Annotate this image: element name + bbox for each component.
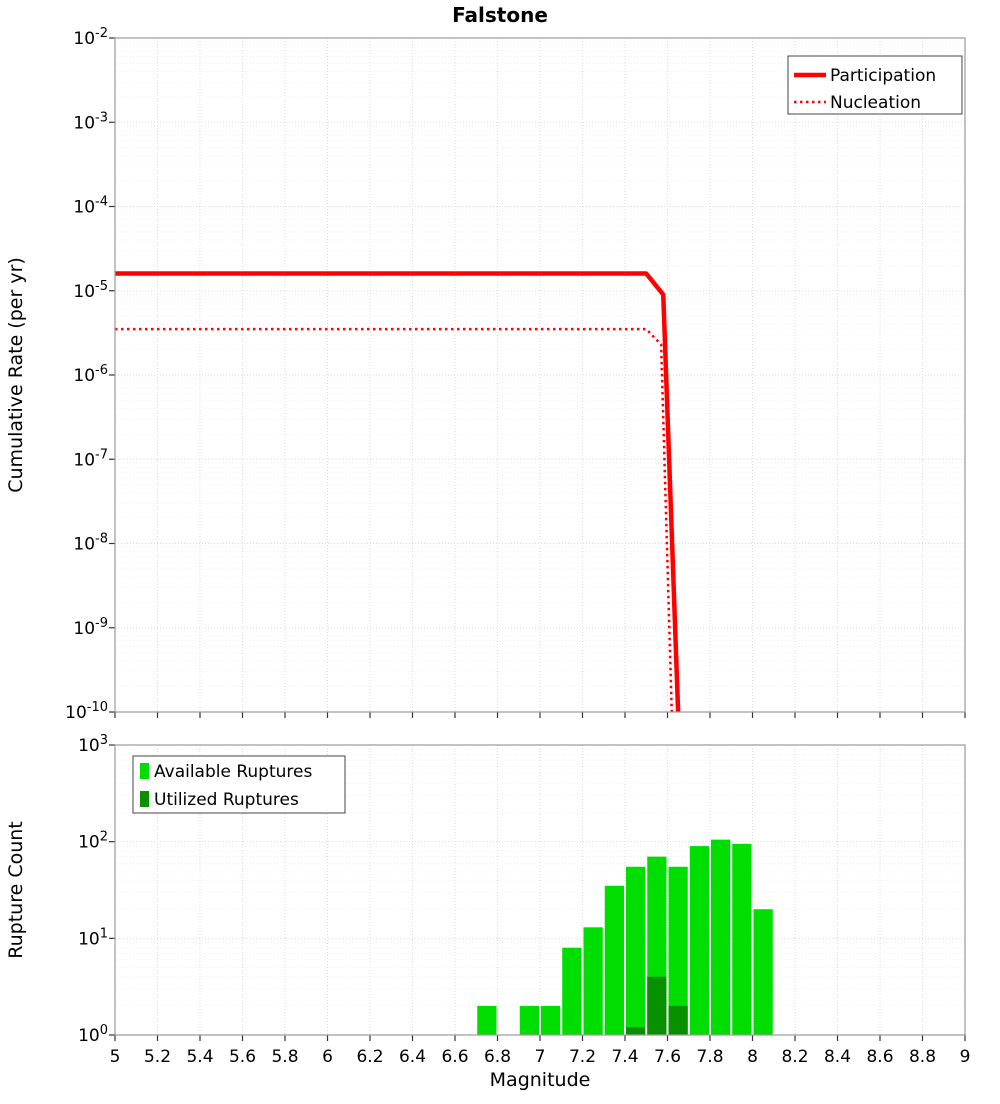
svg-text:6.8: 6.8 [484, 1047, 511, 1067]
svg-text:102: 102 [78, 830, 108, 853]
svg-text:100: 100 [78, 1023, 108, 1046]
svg-text:6.4: 6.4 [399, 1047, 426, 1067]
svg-text:10-2: 10-2 [73, 26, 108, 49]
svg-text:5.2: 5.2 [144, 1047, 171, 1067]
svg-text:8.8: 8.8 [909, 1047, 936, 1067]
svg-text:10-3: 10-3 [73, 110, 108, 133]
participation-legend-label: Participation [830, 66, 936, 86]
svg-text:7.2: 7.2 [569, 1047, 596, 1067]
svg-text:5.8: 5.8 [271, 1047, 298, 1067]
svg-text:7: 7 [535, 1047, 546, 1067]
svg-text:8: 8 [747, 1047, 758, 1067]
svg-text:6.6: 6.6 [441, 1047, 468, 1067]
chart-title: Falstone [452, 3, 548, 27]
rate-legend: Participation Nucleation [787, 55, 963, 115]
available-ruptures-swatch [140, 763, 149, 779]
svg-text:7.6: 7.6 [654, 1047, 681, 1067]
svg-text:10-7: 10-7 [73, 447, 108, 470]
svg-text:8.2: 8.2 [781, 1047, 808, 1067]
nucleation-legend-label: Nucleation [830, 93, 921, 113]
rupture-count-plot: 100 101 102 103 5 5.2 5.4 5.6 5.8 6 6.2 6.4 6.6 6.8 7 7… [78, 733, 970, 1067]
svg-text:101: 101 [78, 926, 108, 949]
top-y-axis-label: Cumulative Rate (per yr) [5, 257, 27, 493]
svg-text:103: 103 [78, 733, 108, 756]
x-axis-label: Magnitude [490, 1069, 591, 1091]
svg-text:10-6: 10-6 [73, 363, 108, 386]
svg-text:5: 5 [110, 1047, 121, 1067]
svg-text:10-8: 10-8 [73, 532, 108, 555]
svg-text:7.8: 7.8 [696, 1047, 723, 1067]
rate-legend-box [787, 55, 963, 115]
svg-text:5.6: 5.6 [229, 1047, 256, 1067]
ruptures-legend-box [132, 755, 346, 814]
svg-text:5.4: 5.4 [186, 1047, 213, 1067]
utilized-ruptures-legend-label: Utilized Ruptures [154, 790, 299, 810]
svg-text:8.6: 8.6 [866, 1047, 893, 1067]
ruptures-legend: Available Ruptures Utilized Ruptures [132, 755, 346, 814]
svg-text:6: 6 [322, 1047, 333, 1067]
svg-text:10-9: 10-9 [73, 616, 108, 639]
svg-text:6.2: 6.2 [356, 1047, 383, 1067]
utilized-ruptures-swatch [140, 791, 149, 807]
svg-text:8.4: 8.4 [824, 1047, 851, 1067]
bottom-y-axis-label: Rupture Count [5, 821, 27, 959]
svg-text:9: 9 [960, 1047, 971, 1067]
cumulative-rate-plot: 10-10 10-9 10-8 10-7 10-6 10-5 10-4 10-3 10-2 [65, 26, 966, 723]
available-ruptures-legend-label: Available Ruptures [154, 762, 312, 782]
svg-text:10-5: 10-5 [73, 279, 108, 302]
svg-text:10-10: 10-10 [65, 700, 108, 723]
svg-text:10-4: 10-4 [73, 195, 108, 218]
svg-text:7.4: 7.4 [611, 1047, 638, 1067]
